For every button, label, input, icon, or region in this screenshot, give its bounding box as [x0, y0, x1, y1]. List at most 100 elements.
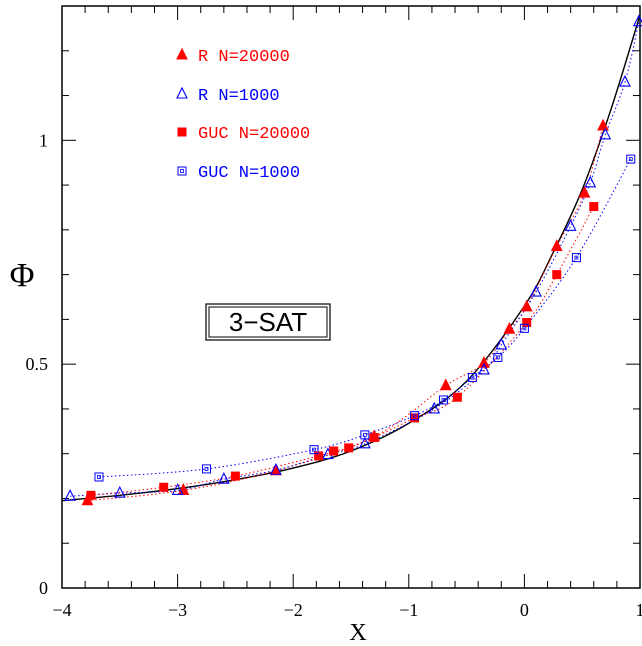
legend-marker-3-inner	[180, 169, 184, 173]
series-3-point-outer	[626, 154, 636, 164]
series-0-point	[520, 299, 533, 312]
series-3-point-inner	[97, 475, 101, 479]
series-0-point	[478, 356, 490, 368]
series-1-point	[632, 14, 642, 27]
series-1-point	[428, 401, 441, 414]
series-2-point	[589, 202, 599, 212]
series-3-point	[360, 430, 370, 440]
series-line-2	[90, 206, 595, 496]
series-2-point	[369, 433, 379, 443]
series-1-point	[584, 175, 597, 188]
theory-curve	[61, 14, 641, 502]
series-3-point-outer	[309, 445, 319, 455]
series-3-point-inner	[522, 326, 527, 331]
y-tick-label: 0.5	[26, 354, 49, 374]
curves	[61, 14, 641, 502]
series-0-point	[550, 239, 563, 251]
series-0-point	[439, 378, 452, 391]
series-0-point	[503, 322, 516, 334]
series-3-point-inner	[628, 157, 633, 162]
series-2-point	[86, 490, 96, 500]
series-line-1	[70, 21, 640, 497]
series-2-point	[329, 446, 339, 456]
series-1-point	[171, 483, 184, 495]
markers	[64, 14, 642, 506]
series-3-point-inner	[362, 432, 367, 437]
series-1-point	[478, 362, 490, 375]
series-2-point	[452, 392, 462, 402]
series-3-point	[571, 253, 581, 263]
series-0-point	[597, 118, 609, 131]
legend-marker-2	[177, 127, 187, 137]
series-3-point-inner	[412, 413, 417, 418]
series-2-point	[410, 413, 420, 423]
series-3-point-outer	[360, 430, 370, 440]
series-3-point	[410, 411, 420, 421]
series-line-3	[98, 158, 632, 478]
x-tick-label: −3	[168, 600, 187, 620]
series-3-point	[519, 323, 529, 333]
annotation-box: 3−SAT	[205, 303, 331, 341]
series-1-point	[64, 488, 76, 501]
x-tick-label: 1	[636, 600, 642, 620]
series-1-point	[113, 485, 126, 498]
series-3-point-outer	[202, 464, 211, 474]
series-1-point	[358, 436, 371, 449]
y-axis-label: Φ	[10, 257, 35, 294]
series-3-point-outer	[571, 253, 581, 263]
series-3-point-outer	[94, 472, 104, 482]
legend-label-0: R N=20000	[198, 48, 290, 67]
series-3-point	[309, 445, 319, 455]
legend-marker-1	[176, 86, 188, 99]
series-3-point-inner	[204, 467, 209, 471]
annotation-label: 3−SAT	[229, 307, 307, 337]
series-3-point-inner	[312, 447, 316, 452]
series-line-0	[87, 125, 604, 502]
series-1-point	[530, 284, 542, 297]
legend-label-2: GUC N=20000	[198, 125, 310, 144]
series-3-point	[438, 395, 448, 405]
axis-tick-labels: −4 −3 −2 −1 0 1 0 0.5 1	[26, 130, 642, 620]
series-3-point-inner	[495, 355, 500, 360]
series-3-point	[493, 352, 503, 362]
series-2-point	[522, 318, 532, 328]
series-2-point	[344, 443, 354, 453]
legend-label-3: GUC N=1000	[198, 164, 300, 183]
legend-marker-3-outer	[177, 166, 187, 176]
series-3-point-outer	[438, 395, 448, 405]
series-2-point	[552, 270, 562, 280]
legend-label-1: R N=1000	[198, 87, 280, 106]
axis-ticks	[61, 5, 641, 589]
series-3-point-inner	[470, 375, 475, 380]
series-2-point	[314, 451, 324, 461]
series-3-point-inner	[574, 255, 579, 260]
x-tick-label: −2	[284, 600, 303, 620]
series-2-point	[159, 482, 169, 492]
series-3-point	[94, 472, 104, 482]
series-3-point-outer	[410, 411, 420, 421]
series-1-point	[269, 463, 282, 475]
series-3-point	[467, 373, 477, 383]
series-0-point	[578, 185, 591, 198]
series-3-point-outer	[493, 352, 503, 362]
legend-marker-0	[176, 47, 188, 60]
series-1-point	[217, 471, 230, 484]
series-3-point-outer	[519, 323, 529, 333]
series-3-point-inner	[441, 398, 446, 402]
legend-marker-3	[177, 166, 187, 176]
series-2-point	[230, 471, 240, 481]
x-tick-label: −4	[52, 600, 71, 620]
legend: R N=20000 R N=1000 GUC N=20000 GUC N=1000	[176, 47, 310, 183]
series-0-point	[269, 463, 282, 476]
x-tick-label: 0	[520, 600, 529, 620]
x-axis-label: X	[349, 620, 366, 646]
series-1-point	[495, 337, 508, 350]
y-tick-label: 1	[39, 130, 48, 150]
series-3-point	[626, 154, 636, 164]
y-tick-label: 0	[39, 578, 48, 598]
series-1-point	[599, 127, 612, 140]
series-3-point-outer	[467, 373, 477, 383]
series-1-point	[564, 219, 577, 231]
plot-frame	[61, 5, 641, 589]
